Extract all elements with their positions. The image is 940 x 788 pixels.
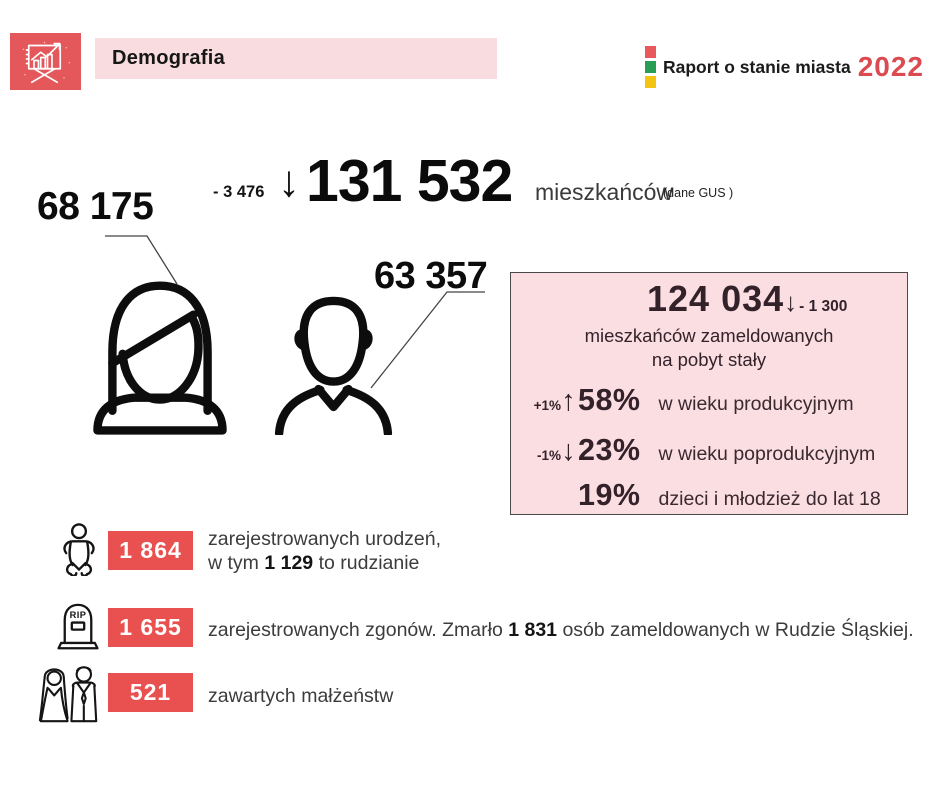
women-count: 68 175 xyxy=(37,185,154,228)
man-icon xyxy=(274,296,393,435)
age-group-change: -1% xyxy=(536,448,561,463)
brand-squares-icon xyxy=(645,46,656,88)
deaths-registered-count: 1 831 xyxy=(508,619,558,641)
marriages-description: zawartych małżeństw xyxy=(208,685,394,707)
deaths-count-badge: 1 655 xyxy=(108,608,193,647)
population-source-label: (dane GUS ) xyxy=(663,186,734,200)
births-line2-pre: w tym xyxy=(208,552,265,574)
marriages-count: 521 xyxy=(129,679,172,705)
births-line1: zarejestrowanych urodzeń, xyxy=(208,528,442,550)
deaths-description: zarejestrowanych zgonów. Zmarło 1 831 os… xyxy=(208,618,914,642)
age-group-value: 19% xyxy=(578,478,641,512)
age-group-label: dzieci i młodzież do lat 18 xyxy=(658,488,881,510)
births-row-icon xyxy=(58,523,100,576)
marriages-row-icon xyxy=(33,662,106,725)
presentation-chart-icon xyxy=(22,41,70,83)
births-count-badge: 1 864 xyxy=(108,531,193,570)
age-group-label: w wieku poprodukcyjnym xyxy=(658,443,876,465)
page-title: Demografia xyxy=(112,47,226,69)
registered-subtitle-line1: mieszkańców zameldowanych xyxy=(584,325,834,346)
age-group-change: +1% xyxy=(533,398,561,413)
rip-label: RIP xyxy=(70,610,87,620)
arrow-up-icon: ↑ xyxy=(561,385,576,417)
births-line2-post: to rudzianie xyxy=(313,552,420,574)
deaths-text-pre: zarejestrowanych zgonów. Zmarło xyxy=(208,619,509,641)
baby-icon xyxy=(63,523,95,576)
registered-residents-box: 124 034↓ - 1 300 mieszkańców zameldowanyc… xyxy=(510,272,908,515)
section-banner: Demografia xyxy=(95,38,497,79)
registered-subtitle-line2: na pobyt stały xyxy=(651,349,767,370)
births-count: 1 864 xyxy=(119,537,182,563)
marriages-count-badge: 521 xyxy=(108,673,193,712)
age-group-value: 23% xyxy=(578,433,641,467)
report-brand: Raport o stanie miasta 2022 xyxy=(645,44,924,90)
registered-title-row: 124 034↓ - 1 300 xyxy=(647,281,847,317)
age-group-label: w wieku produkcyjnym xyxy=(658,393,854,415)
report-logo xyxy=(10,33,81,90)
report-title: Raport o stanie miasta xyxy=(663,56,851,77)
births-line2: w tym 1 129 to rudzianie xyxy=(208,551,441,575)
deaths-row-icon: RIP xyxy=(55,602,101,652)
men-count: 63 357 xyxy=(374,255,488,297)
brand-square-green xyxy=(645,61,656,73)
population-total: 131 532 xyxy=(306,148,513,214)
age-group-value: 58% xyxy=(578,383,641,417)
brand-square-red xyxy=(645,46,656,58)
woman-figure xyxy=(85,268,235,436)
tombstone-icon: RIP xyxy=(57,603,99,650)
man-figure xyxy=(263,285,404,435)
births-local-count: 1 129 xyxy=(264,552,314,574)
arrow-down-icon: ↓ xyxy=(278,157,300,206)
woman-icon xyxy=(93,281,227,435)
brand-square-yellow xyxy=(645,76,656,88)
wedding-couple-icon xyxy=(38,666,98,723)
registered-total: 124 034 xyxy=(647,278,785,319)
age-group-row-postproductive: -1%↓23% w wieku poprodukcyjnym xyxy=(527,435,875,466)
report-year: 2022 xyxy=(857,51,924,82)
age-group-row-productive: +1%↑58% w wieku produkcyjnym xyxy=(527,385,854,416)
deaths-count: 1 655 xyxy=(119,614,182,640)
arrow-down-icon: ↓ xyxy=(561,435,576,467)
registered-change: - 1 300 xyxy=(799,298,848,315)
population-unit-label: mieszkańców xyxy=(535,179,674,205)
age-group-row-children: 19% dzieci i młodzież do lat 18 xyxy=(527,480,881,511)
deaths-text-post: osób zameldowanych w Rudzie Śląskiej. xyxy=(557,619,914,641)
arrow-down-icon: ↓ xyxy=(784,287,798,317)
population-change: - 3 476 xyxy=(213,183,265,201)
births-description: zarejestrowanych urodzeń, w tym 1 129 to… xyxy=(208,527,441,575)
